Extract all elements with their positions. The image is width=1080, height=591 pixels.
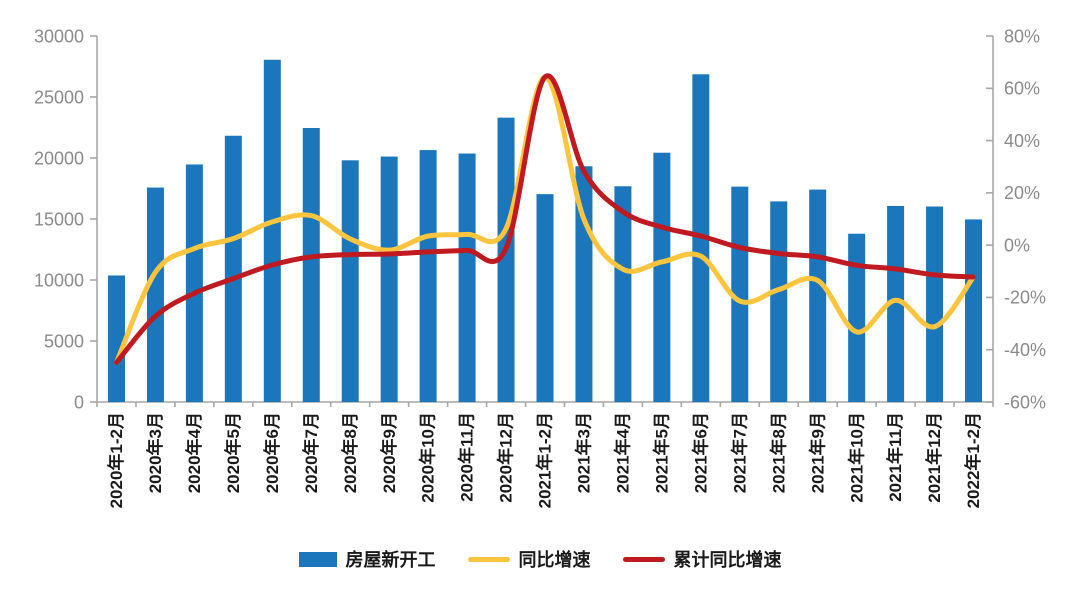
bar: [458, 153, 476, 402]
legend-swatch-yoy-line: [467, 556, 510, 562]
legend-item-bars: 房屋新开工: [298, 546, 436, 572]
legend-swatch-cumulative-line: [622, 556, 665, 562]
bar: [848, 233, 866, 402]
svg-text:2021年3月: 2021年3月: [574, 412, 594, 493]
bar: [536, 194, 554, 402]
svg-text:40%: 40%: [1004, 131, 1040, 151]
legend-label-yoy: 同比增速: [518, 550, 591, 570]
left-axis-tick-labels: 0 5000 10000 15000 20000 25000 30000: [34, 26, 84, 412]
bar: [224, 135, 242, 402]
svg-text:20000: 20000: [34, 148, 84, 168]
svg-text:2021年5月: 2021年5月: [651, 412, 671, 493]
svg-text:0%: 0%: [1004, 235, 1030, 255]
svg-text:2021年4月: 2021年4月: [613, 412, 633, 493]
svg-text:60%: 60%: [1004, 79, 1040, 99]
svg-text:20%: 20%: [1004, 183, 1040, 203]
svg-text:2021年1-2月: 2021年1-2月: [535, 412, 555, 508]
category-labels: 2020年1-2月 2020年3月 2020年4月 2020年5月 2020年6月 202…: [106, 412, 983, 508]
bar: [302, 127, 320, 402]
svg-text:5000: 5000: [44, 331, 84, 351]
svg-text:2021年7月: 2021年7月: [729, 412, 749, 493]
svg-text:2021年9月: 2021年9月: [807, 412, 827, 493]
bar: [497, 117, 515, 402]
bar: [341, 160, 359, 402]
svg-text:0: 0: [74, 392, 84, 412]
svg-text:2021年12月: 2021年12月: [924, 412, 944, 503]
svg-text:-40%: -40%: [1004, 340, 1046, 360]
svg-text:80%: 80%: [1004, 26, 1040, 46]
bar: [965, 219, 983, 402]
svg-text:2021年8月: 2021年8月: [768, 412, 788, 493]
bar: [614, 186, 632, 402]
svg-text:2022年1-2月: 2022年1-2月: [963, 412, 983, 508]
legend-label-bars: 房屋新开工: [345, 550, 436, 570]
legend-swatch-bar: [298, 551, 337, 567]
svg-text:2020年7月: 2020年7月: [301, 412, 321, 493]
svg-text:25000: 25000: [34, 87, 84, 107]
svg-text:2021年10月: 2021年10月: [846, 412, 866, 503]
svg-text:30000: 30000: [34, 26, 84, 46]
legend-label-cumulative: 累计同比增速: [673, 550, 782, 570]
svg-text:2020年9月: 2020年9月: [379, 412, 399, 493]
svg-text:-60%: -60%: [1004, 392, 1046, 412]
bar: [107, 275, 125, 402]
svg-text:10000: 10000: [34, 270, 84, 290]
legend-item-cumulative: 累计同比增速: [622, 546, 782, 572]
svg-text:2020年3月: 2020年3月: [145, 412, 165, 493]
svg-text:2020年6月: 2020年6月: [262, 412, 282, 493]
bar: [146, 187, 164, 402]
bar: [809, 189, 827, 402]
svg-text:2020年5月: 2020年5月: [223, 412, 243, 493]
cumulative-yoy-growth-line: [113, 73, 976, 366]
svg-text:2020年11月: 2020年11月: [457, 412, 477, 502]
right-axis-tick-labels: -60% -40% -20% 0% 20% 40% 60% 80%: [1004, 26, 1046, 412]
svg-text:2020年8月: 2020年8月: [340, 412, 360, 493]
svg-text:2020年12月: 2020年12月: [496, 412, 516, 503]
combo-chart: 0 5000 10000 15000 20000 25000 30000 -60% -40% -2…: [34, 26, 1046, 508]
svg-text:2020年4月: 2020年4月: [184, 412, 204, 493]
svg-text:15000: 15000: [34, 209, 84, 229]
bar: [185, 164, 203, 402]
svg-text:-20%: -20%: [1004, 288, 1046, 308]
svg-text:2020年1-2月: 2020年1-2月: [106, 412, 126, 508]
legend-item-yoy: 同比增速: [467, 546, 591, 572]
svg-text:2020年10月: 2020年10月: [418, 412, 438, 503]
bar: [926, 206, 944, 402]
bar: [887, 205, 905, 402]
bar: [263, 59, 281, 402]
svg-text:2021年11月: 2021年11月: [885, 412, 905, 502]
bar: [731, 186, 749, 402]
bars-series: [107, 59, 983, 403]
legend: 房屋新开工 同比增速 累计同比增速: [0, 546, 1080, 572]
bar: [653, 152, 671, 402]
svg-text:2021年6月: 2021年6月: [690, 412, 710, 493]
bar: [770, 201, 788, 402]
bar: [380, 156, 398, 402]
bar: [419, 150, 437, 402]
